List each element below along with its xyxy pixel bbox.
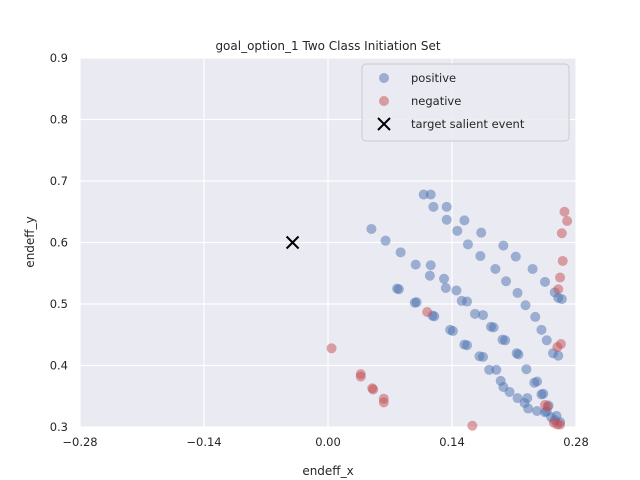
x-tick-label: 0.14: [439, 435, 465, 449]
negative-point: [355, 371, 366, 382]
positive-point: [532, 406, 543, 417]
target-marker: [285, 235, 300, 250]
chart-title: goal_option_1 Two Class Initiation Set: [215, 39, 440, 53]
legend: positive negative target salient event: [361, 63, 570, 142]
negative-point: [542, 401, 553, 412]
negative-point: [368, 384, 379, 395]
legend-label-positive: positive: [411, 71, 456, 85]
positive-point: [425, 260, 436, 271]
x-tick-label: 0.28: [563, 435, 589, 449]
positive-point: [522, 393, 533, 404]
positive-point: [520, 300, 531, 311]
positive-point: [527, 263, 538, 274]
x-tick-labels: −0.28 −0.14 0.00 0.14 0.28: [62, 435, 588, 449]
y-tick-label: 0.9: [50, 51, 68, 65]
positive-point: [410, 259, 421, 270]
positive-point: [425, 189, 436, 200]
positive-point: [470, 308, 481, 319]
negative-point: [553, 284, 564, 295]
positive-point: [513, 349, 524, 360]
positive-point: [475, 251, 486, 262]
negative-point: [467, 420, 478, 431]
positive-point: [488, 322, 499, 333]
positive-point: [498, 240, 509, 251]
positive-point: [504, 386, 515, 397]
y-tick-label: 0.3: [50, 420, 68, 434]
negative-point: [559, 206, 570, 217]
x-axis-label: endeff_x: [302, 464, 353, 478]
y-tick-labels: 0.3 0.4 0.5 0.6 0.7 0.8 0.9: [50, 51, 68, 434]
positive-point: [428, 201, 439, 212]
positive-point: [484, 364, 495, 375]
positive-point: [490, 263, 501, 274]
negative-point: [326, 343, 337, 354]
negative-point: [562, 215, 573, 226]
positive-point: [452, 225, 463, 236]
negative-point: [557, 255, 568, 266]
negative-point: [555, 419, 566, 430]
positive-point: [491, 364, 502, 375]
positive-point: [478, 310, 488, 321]
positive-point: [523, 403, 534, 414]
y-axis-label: endeff_y: [23, 216, 37, 267]
legend-box: [361, 63, 570, 142]
positive-point: [521, 364, 532, 375]
positive-point: [440, 283, 451, 294]
positive-point: [500, 335, 511, 346]
positive-point: [510, 251, 521, 262]
x-tick-label: −0.14: [186, 435, 221, 449]
positive-point: [541, 335, 552, 346]
y-tick-label: 0.5: [50, 297, 68, 311]
positive-point: [512, 393, 523, 404]
positive-point: [478, 351, 488, 362]
positive-point: [501, 276, 512, 287]
positive-point: [529, 377, 540, 388]
positive-point: [462, 340, 473, 351]
legend-label-target: target salient event: [411, 117, 525, 131]
negative-point: [552, 342, 563, 353]
y-tick-label: 0.4: [50, 359, 68, 373]
positive-point: [553, 292, 564, 303]
positive-point: [536, 324, 547, 335]
positive-point: [439, 273, 450, 284]
positive-point: [424, 270, 435, 281]
y-tick-label: 0.6: [50, 236, 68, 250]
positive-point: [540, 276, 550, 287]
data-points: [285, 189, 573, 431]
positive-point: [395, 247, 406, 258]
positive-point: [451, 285, 462, 296]
positive-point: [512, 287, 523, 298]
legend-label-negative: negative: [411, 94, 461, 108]
negative-point: [555, 272, 566, 283]
positive-point: [459, 215, 470, 226]
positive-point: [441, 214, 452, 225]
x-tick-label: 0.00: [315, 435, 341, 449]
legend-marker-negative: [379, 96, 389, 106]
x-tick-label: −0.28: [62, 435, 97, 449]
negative-point: [422, 306, 433, 317]
positive-point: [418, 189, 429, 200]
positive-point: [447, 326, 458, 337]
y-tick-label: 0.7: [50, 174, 68, 188]
positive-point: [441, 201, 452, 212]
y-tick-label: 0.8: [50, 113, 68, 127]
positive-point: [366, 223, 377, 234]
positive-point: [462, 239, 473, 250]
positive-point: [393, 284, 404, 295]
legend-marker-target: [377, 117, 391, 131]
positive-point: [411, 297, 422, 308]
positive-point: [536, 389, 547, 400]
positive-point: [380, 235, 391, 246]
positive-point: [476, 227, 487, 238]
negative-point: [378, 397, 389, 408]
positive-point: [530, 311, 541, 322]
legend-marker-positive: [379, 73, 389, 83]
negative-point: [556, 228, 567, 239]
positive-point: [462, 296, 473, 307]
positive-point: [553, 350, 564, 361]
